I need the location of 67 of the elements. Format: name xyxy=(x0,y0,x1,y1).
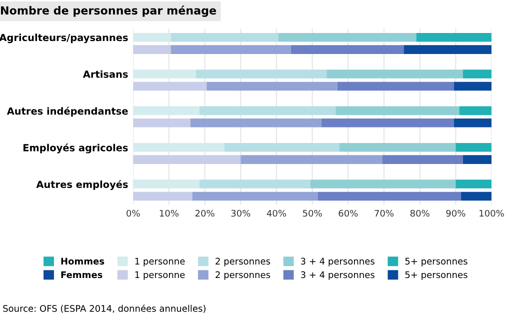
chart-title: Nombre de personnes par ménage xyxy=(1,6,216,17)
y-tick-label: Autres indépendantse xyxy=(6,106,128,117)
x-tick-label: 50% xyxy=(302,210,322,217)
bar xyxy=(206,82,338,91)
bar xyxy=(170,32,278,42)
bar xyxy=(318,192,462,201)
bar xyxy=(192,192,318,201)
bar xyxy=(278,32,416,42)
x-tick-label: 100% xyxy=(480,210,504,217)
bar xyxy=(133,82,207,91)
bar xyxy=(462,155,492,164)
bar xyxy=(133,142,225,152)
x-tick-label: 10% xyxy=(160,210,178,217)
y-tick-label: Artisans xyxy=(82,70,128,78)
bar xyxy=(326,70,463,78)
bar xyxy=(456,142,492,152)
bar xyxy=(310,180,456,188)
bar xyxy=(240,155,382,164)
x-tick-label: 30% xyxy=(231,210,250,217)
bar xyxy=(133,118,190,128)
x-tick-label: 0% xyxy=(126,210,140,217)
bar xyxy=(339,142,456,152)
x-tick-label: 80% xyxy=(410,210,430,217)
y-tick-label: Employés agricoles xyxy=(24,143,128,154)
x-tick-label: 60% xyxy=(338,210,358,217)
y-tick-label: Autres employés xyxy=(36,180,128,190)
bar xyxy=(133,192,192,201)
bar xyxy=(456,180,492,188)
bar xyxy=(416,32,492,42)
bar xyxy=(382,155,463,164)
legend-label: 1 personne xyxy=(135,258,185,266)
x-tick-label: 40% xyxy=(266,210,286,217)
bar xyxy=(224,142,340,152)
bar xyxy=(133,106,200,116)
legend-label: 3 + 4 personnes xyxy=(300,271,374,280)
bar xyxy=(290,45,404,54)
bar xyxy=(321,118,454,128)
bar xyxy=(454,118,492,128)
legend-label: 3 + 4 personnes xyxy=(300,258,374,266)
bar xyxy=(133,155,241,164)
bar xyxy=(404,45,492,54)
legend-label: 2 personnes xyxy=(216,258,270,266)
bar xyxy=(199,106,336,116)
bar xyxy=(199,180,311,188)
bar xyxy=(190,118,322,128)
bar xyxy=(170,45,291,54)
source-note: Source: OFS (ESPA 2014, données annuelles) xyxy=(3,304,206,313)
bar xyxy=(133,45,171,54)
text: Hommes xyxy=(61,258,104,265)
text: Femmes xyxy=(61,271,102,278)
x-tick-label: 70% xyxy=(374,210,394,217)
legend-label: 1 personne xyxy=(135,271,185,280)
x-tick-label: 20% xyxy=(195,210,214,217)
bar xyxy=(196,70,327,78)
x-tick-label: 90% xyxy=(446,210,466,217)
bar xyxy=(461,192,492,201)
bar xyxy=(133,70,196,78)
bar xyxy=(459,106,492,116)
bar xyxy=(337,82,454,91)
bar xyxy=(462,70,492,78)
bar xyxy=(133,32,171,42)
legend-label: 2 personnes xyxy=(216,271,270,280)
bar xyxy=(133,180,200,188)
legend-label: 5+ personnes xyxy=(405,258,468,266)
legend-label: 5+ personnes xyxy=(405,271,468,280)
bar xyxy=(336,106,460,116)
bar xyxy=(454,82,492,91)
